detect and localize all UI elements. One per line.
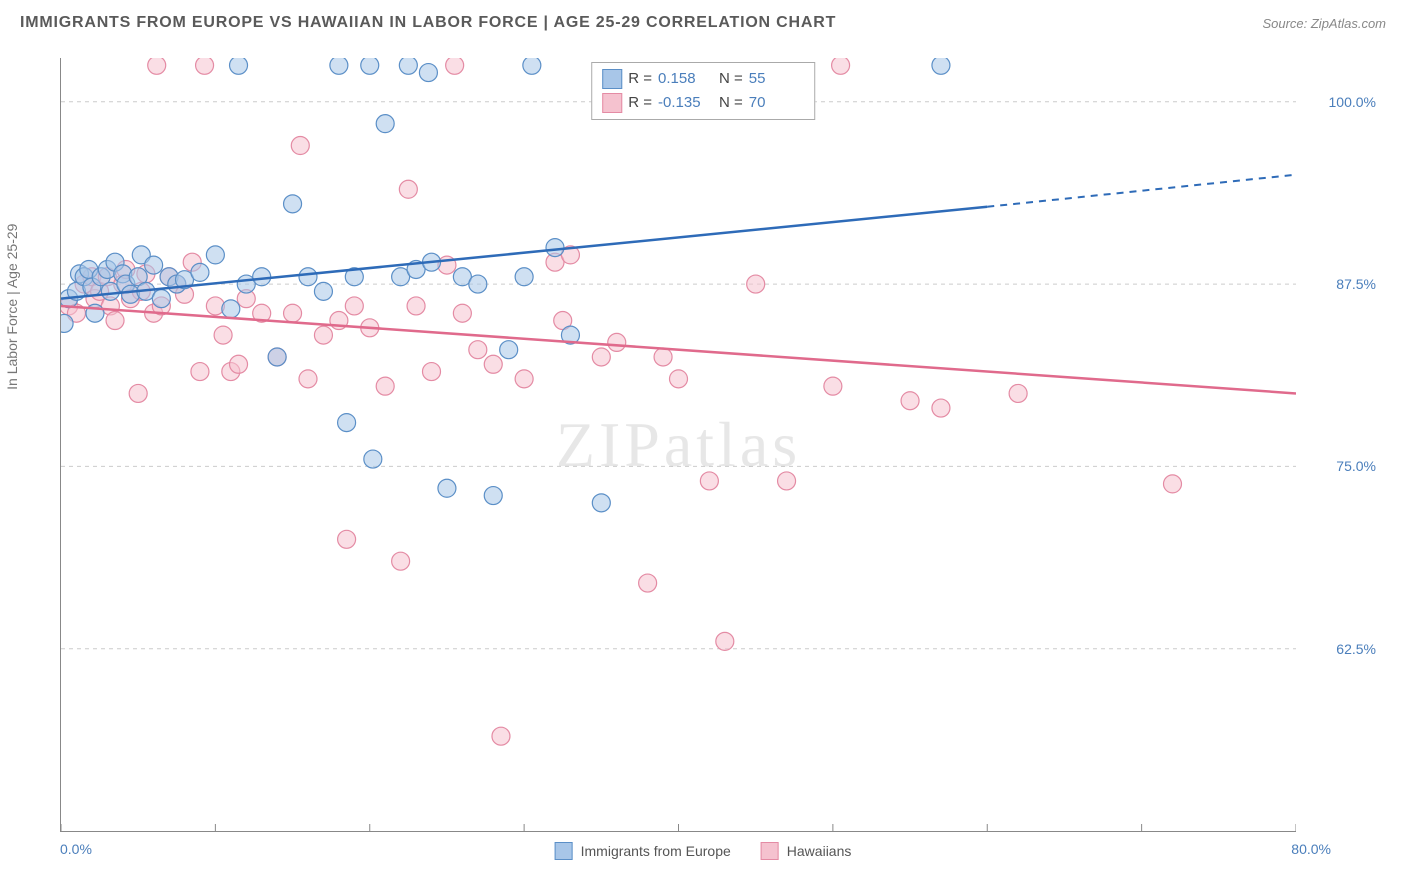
chart-container: In Labor Force | Age 25-29 ZIPatlas R = …	[20, 48, 1386, 882]
y-tick-label: 100.0%	[1329, 94, 1376, 110]
legend-item: Hawaiians	[761, 842, 852, 860]
r-value: 0.158	[658, 67, 713, 91]
stat-row: R = 0.158 N = 55	[602, 67, 804, 91]
legend-swatch-icon	[602, 69, 622, 89]
n-value: 55	[749, 67, 804, 91]
stat-row: R = -0.135 N = 70	[602, 91, 804, 115]
legend-label: Hawaiians	[787, 843, 852, 859]
x-tick-label: 0.0%	[60, 841, 92, 857]
n-label: N =	[719, 91, 743, 115]
r-label: R =	[628, 91, 652, 115]
source-label: Source: ZipAtlas.com	[1262, 16, 1386, 31]
r-value: -0.135	[658, 91, 713, 115]
legend-label: Immigrants from Europe	[581, 843, 731, 859]
legend-item: Immigrants from Europe	[555, 842, 731, 860]
legend-swatch-icon	[761, 842, 779, 860]
correlation-stats-box: R = 0.158 N = 55 R = -0.135 N = 70	[591, 62, 815, 120]
legend-swatch-icon	[555, 842, 573, 860]
legend-swatch-icon	[602, 93, 622, 113]
y-axis-label: In Labor Force | Age 25-29	[4, 224, 20, 390]
y-tick-label: 62.5%	[1336, 641, 1376, 657]
r-label: R =	[628, 67, 652, 91]
y-tick-label: 75.0%	[1336, 458, 1376, 474]
x-tick-label: 80.0%	[1291, 841, 1331, 857]
y-tick-label: 87.5%	[1336, 276, 1376, 292]
page-title: IMMIGRANTS FROM EUROPE VS HAWAIIAN IN LA…	[20, 14, 836, 32]
n-label: N =	[719, 67, 743, 91]
scatter-plot: ZIPatlas	[60, 58, 1296, 832]
header: IMMIGRANTS FROM EUROPE VS HAWAIIAN IN LA…	[0, 0, 1406, 42]
plot-svg	[61, 58, 1296, 831]
series-legend: Immigrants from Europe Hawaiians	[555, 842, 852, 860]
n-value: 70	[749, 91, 804, 115]
